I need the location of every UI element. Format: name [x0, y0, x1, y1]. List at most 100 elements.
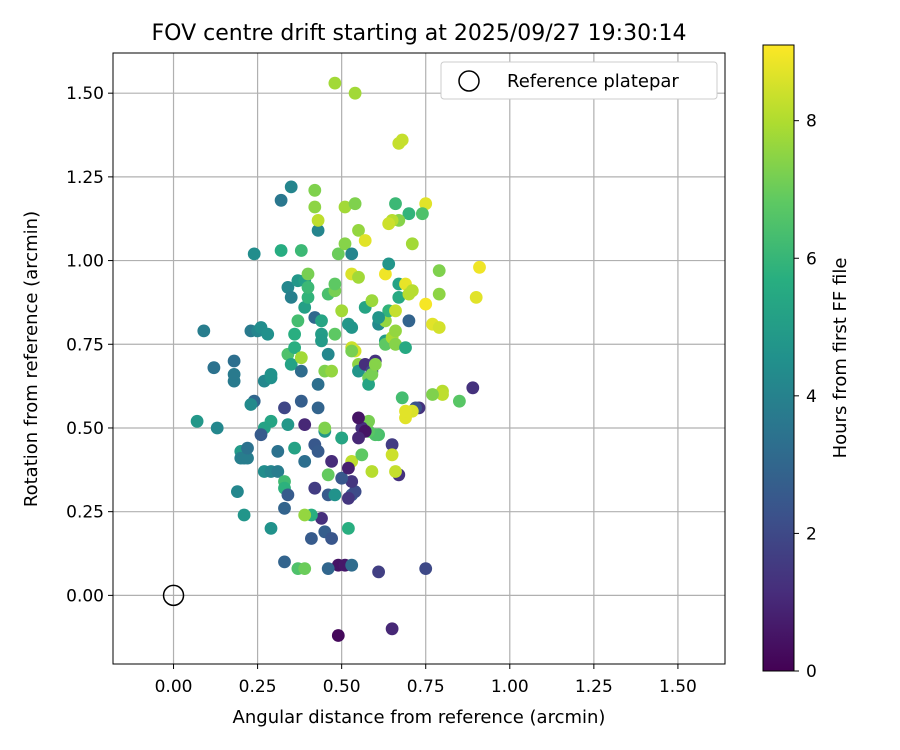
data-point	[328, 327, 342, 341]
data-point	[342, 491, 355, 505]
reference-point-marker	[162, 584, 185, 607]
data-point	[264, 368, 278, 381]
data-point	[281, 488, 295, 502]
data-point	[328, 277, 342, 291]
data-point	[419, 562, 433, 575]
grid-lines	[113, 53, 725, 664]
data-point	[321, 562, 335, 575]
data-point	[382, 257, 396, 271]
data-point	[271, 445, 285, 458]
data-point	[190, 414, 204, 428]
data-point	[365, 368, 379, 381]
data-point	[389, 197, 402, 211]
data-point	[405, 237, 419, 251]
data-point	[274, 193, 288, 207]
data-point	[241, 451, 254, 465]
data-point	[345, 247, 359, 261]
data-point	[227, 354, 241, 368]
data-point	[301, 281, 315, 294]
data-point	[254, 428, 268, 442]
y-tick-label: 0.75	[66, 335, 104, 355]
data-point	[294, 364, 308, 378]
colorbar-ticks: 0 2 4 6 8	[794, 112, 817, 682]
data-point	[469, 291, 483, 304]
y-tick-label: 1.00	[66, 252, 104, 272]
data-point	[328, 488, 342, 502]
data-point	[328, 76, 342, 90]
y-tick-label: 0.50	[66, 419, 104, 439]
data-point	[331, 629, 345, 642]
data-point	[278, 401, 291, 415]
y-tick-label: 0.00	[66, 586, 104, 606]
data-point	[402, 314, 416, 328]
data-point	[311, 224, 325, 237]
data-point	[294, 394, 308, 408]
y-tick-label: 0.25	[66, 503, 104, 523]
data-point	[338, 237, 352, 251]
data-point	[331, 247, 345, 261]
data-point	[395, 133, 409, 147]
data-point	[419, 297, 433, 311]
data-point	[355, 448, 369, 462]
data-point	[368, 358, 382, 371]
data-point	[210, 421, 224, 435]
data-point	[288, 327, 301, 341]
data-point	[321, 468, 335, 482]
data-point	[308, 183, 322, 197]
data-point	[298, 455, 312, 468]
data-point	[281, 281, 295, 294]
data-point	[342, 522, 355, 535]
colorbar-tick-label: 6	[806, 249, 817, 269]
colorbar-tick-label: 8	[806, 112, 817, 132]
data-point	[301, 267, 315, 281]
data-point	[278, 555, 291, 569]
data-point	[352, 431, 365, 445]
data-point	[308, 481, 322, 495]
data-point	[315, 314, 328, 328]
data-point	[432, 321, 446, 334]
data-point	[335, 304, 349, 318]
data-point	[335, 471, 349, 485]
data-point	[284, 291, 298, 304]
data-point	[278, 501, 291, 515]
data-point	[241, 441, 254, 455]
y-tick-label: 1.25	[66, 168, 104, 188]
data-point	[264, 522, 278, 535]
data-point	[284, 358, 298, 371]
x-tick-label: 0.75	[407, 677, 445, 697]
data-point	[432, 264, 446, 277]
data-point	[399, 341, 412, 354]
data-point	[311, 401, 325, 415]
data-point	[315, 512, 328, 525]
data-point	[348, 197, 362, 211]
legend: Reference platepar	[440, 61, 718, 100]
data-point	[325, 532, 338, 545]
x-tick-label: 0.00	[155, 677, 193, 697]
data-point	[271, 465, 285, 478]
y-axis-ticks: 0.00 0.25 0.50 0.75 1.00 1.25 1.50	[66, 84, 113, 606]
data-point	[294, 351, 308, 365]
legend-label: Reference platepar	[507, 71, 679, 92]
data-point	[379, 267, 392, 281]
chart-title: FOV centre drift starting at 2025/09/27 …	[152, 21, 687, 46]
data-points	[190, 76, 486, 642]
data-point	[244, 398, 258, 411]
data-point	[365, 294, 379, 308]
data-point	[389, 324, 402, 338]
data-point	[281, 418, 295, 431]
data-point	[261, 327, 275, 341]
colorbar-gradient	[762, 44, 795, 672]
data-point	[321, 347, 335, 361]
data-point	[432, 287, 446, 301]
colorbar-tick-label: 2	[806, 524, 817, 544]
data-point	[298, 301, 312, 314]
data-point	[389, 465, 402, 478]
x-tick-label: 1.50	[659, 677, 697, 697]
data-point	[308, 200, 322, 214]
data-point	[372, 311, 385, 324]
data-point	[345, 558, 359, 572]
data-point	[291, 314, 305, 328]
data-point	[301, 291, 315, 304]
legend-marker	[458, 70, 480, 92]
